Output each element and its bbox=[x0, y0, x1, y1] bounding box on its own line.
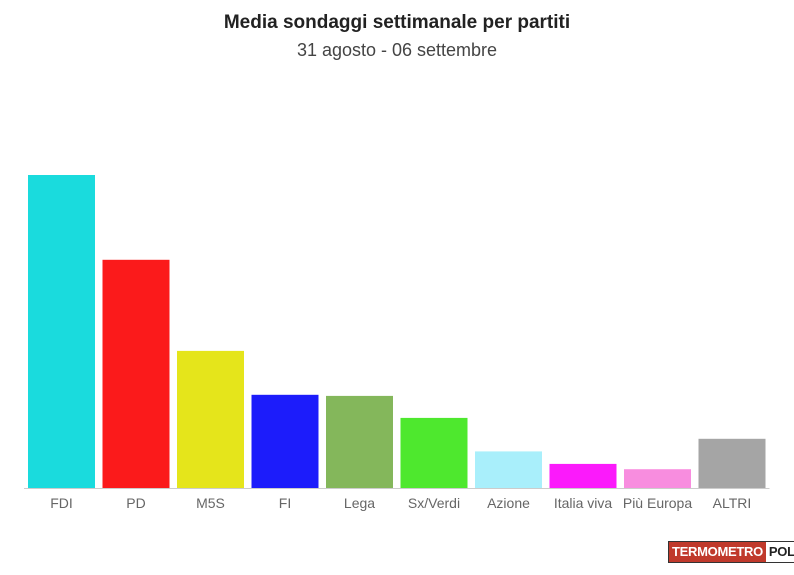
bars-group bbox=[28, 175, 766, 488]
logo-part-1: TERMOMETRO bbox=[669, 542, 766, 562]
x-tick-label-italia-viva: Italia viva bbox=[554, 495, 613, 511]
x-tick-label-altri: ALTRI bbox=[713, 495, 752, 511]
x-tick-label-azione: Azione bbox=[487, 495, 530, 511]
x-tick-label-lega: Lega bbox=[344, 495, 375, 511]
x-tick-label-pd: PD bbox=[126, 495, 145, 511]
x-tick-label-pi-europa: Più Europa bbox=[623, 495, 692, 511]
bar-pi-europa bbox=[624, 469, 691, 488]
bar-fdi bbox=[28, 175, 95, 488]
bar-m5s bbox=[177, 350, 244, 488]
x-tick-labels: FDI PD M5S FI Lega Sx/Verdi Azione Italia viva P… bbox=[50, 495, 751, 511]
bar-sx-verdi bbox=[400, 417, 468, 488]
x-tick-label-fdi: FDI bbox=[50, 495, 73, 511]
bar-fi bbox=[251, 394, 319, 488]
bar-azione bbox=[475, 451, 542, 488]
bar-italia-viva bbox=[549, 463, 617, 488]
chart-title: Media sondaggi settimanale per partiti bbox=[223, 12, 571, 33]
bar-lega bbox=[326, 395, 393, 488]
bar-pd bbox=[102, 259, 170, 488]
logo-part-2: POLITICO bbox=[765, 542, 794, 562]
bar-altri bbox=[698, 438, 766, 488]
x-tick-label-sx-verdi: Sx/Verdi bbox=[408, 495, 460, 511]
chart-subtitle: 31 agosto - 06 settembre bbox=[296, 40, 498, 60]
x-tick-label-m5s: M5S bbox=[196, 495, 225, 511]
x-tick-label-fi: FI bbox=[279, 495, 291, 511]
termometro-politico-logo: TERMOMETRO POLITICO bbox=[668, 541, 794, 563]
